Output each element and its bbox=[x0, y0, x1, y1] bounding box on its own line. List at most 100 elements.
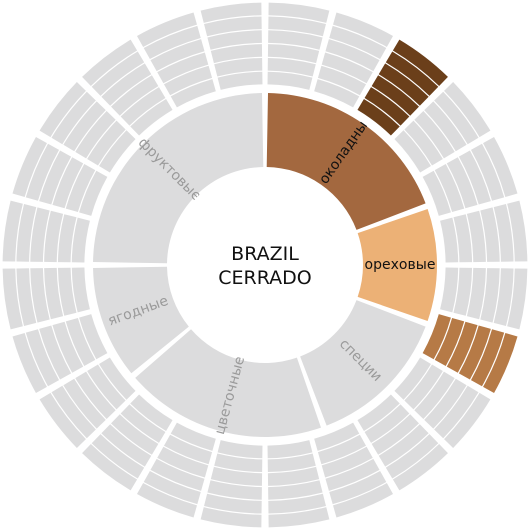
outer-sector[interactable] bbox=[440, 267, 528, 330]
outer-sector-band bbox=[30, 268, 50, 323]
outer-sector-band bbox=[267, 440, 313, 459]
outer-sector[interactable] bbox=[357, 394, 448, 491]
category-segment[interactable]: цветочные bbox=[135, 329, 321, 438]
outer-sector-band bbox=[39, 325, 72, 380]
outer-sector-band bbox=[333, 483, 394, 518]
outer-sector[interactable] bbox=[82, 394, 173, 491]
outer-sector[interactable] bbox=[357, 39, 448, 136]
outer-sector-band bbox=[414, 371, 455, 419]
outer-sector[interactable] bbox=[200, 440, 263, 528]
outer-sector-band bbox=[204, 16, 262, 37]
outer-sector-band bbox=[163, 65, 213, 96]
outer-sector-band bbox=[317, 65, 367, 96]
center-hub: BRAZIL CERRADO bbox=[169, 169, 361, 361]
outer-sector-band bbox=[371, 75, 419, 116]
outer-sector[interactable] bbox=[136, 422, 216, 518]
center-title-line2: CERRADO bbox=[218, 267, 312, 289]
outer-sector-band bbox=[82, 39, 138, 86]
outer-sector-band bbox=[480, 207, 500, 262]
outer-sector-band bbox=[483, 333, 518, 394]
category-segment-fill bbox=[300, 300, 426, 426]
center-title-line1: BRAZIL bbox=[231, 243, 299, 265]
outer-sector-band bbox=[314, 79, 360, 108]
outer-sector-band bbox=[12, 136, 47, 197]
outer-sector-band bbox=[483, 136, 518, 197]
outer-sector-band bbox=[136, 483, 197, 518]
category-segment[interactable]: специи bbox=[300, 300, 426, 426]
outer-sector-band bbox=[39, 392, 86, 448]
outer-sector-band bbox=[130, 99, 173, 136]
outer-sector-band bbox=[404, 364, 443, 410]
outer-sector-band bbox=[470, 329, 505, 387]
outer-sector-band bbox=[267, 57, 316, 77]
outer-sector-band bbox=[453, 214, 473, 263]
outer-sector-band bbox=[39, 150, 72, 205]
outer-sector-band bbox=[150, 458, 205, 491]
outer-sector-band bbox=[163, 434, 213, 465]
category-segment[interactable]: ореховые bbox=[357, 209, 438, 321]
outer-sector-band bbox=[422, 314, 451, 360]
outer-sector[interactable] bbox=[12, 136, 108, 216]
outer-sector-band bbox=[130, 394, 173, 431]
outer-sector-band bbox=[143, 25, 201, 60]
outer-sector-band bbox=[2, 268, 23, 330]
outer-sector-band bbox=[466, 210, 486, 263]
category-segment[interactable]: ягодные bbox=[93, 266, 189, 374]
outer-sector-band bbox=[16, 204, 37, 262]
outer-sector-band bbox=[364, 404, 410, 443]
outer-sector-band bbox=[364, 87, 410, 126]
outer-sector[interactable] bbox=[136, 12, 216, 108]
outer-sector[interactable] bbox=[2, 200, 90, 263]
outer-sector[interactable] bbox=[440, 200, 528, 263]
outer-sector-band bbox=[63, 378, 106, 429]
outer-sector[interactable] bbox=[267, 440, 330, 528]
outer-sector-band bbox=[321, 52, 373, 84]
outer-sector-band bbox=[422, 170, 451, 216]
outer-sector-band bbox=[87, 364, 126, 410]
outer-sector[interactable] bbox=[39, 82, 136, 173]
outer-sector-band bbox=[378, 63, 429, 106]
outer-sector[interactable] bbox=[394, 82, 491, 173]
category-segment[interactable]: фруктовые bbox=[93, 93, 264, 264]
outer-sector[interactable] bbox=[422, 136, 518, 216]
outer-sector-band bbox=[466, 267, 486, 320]
outer-sector-band bbox=[325, 39, 380, 72]
outer-sector-band bbox=[434, 163, 465, 213]
outer-sector-band bbox=[136, 12, 197, 47]
outer-sector-band bbox=[493, 268, 514, 326]
outer-sector[interactable] bbox=[2, 267, 90, 330]
outer-sector-band bbox=[51, 385, 96, 439]
outer-sector[interactable] bbox=[200, 2, 263, 90]
outer-sector-band bbox=[200, 2, 262, 23]
outer-sector-band bbox=[51, 91, 96, 145]
outer-sector[interactable] bbox=[39, 357, 136, 448]
outer-sector-band bbox=[317, 434, 367, 465]
outer-sector-band bbox=[157, 446, 209, 478]
category-segment-fill bbox=[266, 93, 426, 230]
outer-sector[interactable] bbox=[12, 314, 108, 394]
outer-sector[interactable] bbox=[267, 2, 330, 90]
outer-sector[interactable] bbox=[314, 12, 394, 108]
outer-sector-band bbox=[444, 82, 491, 138]
outer-sector-band bbox=[493, 204, 514, 262]
outer-sector-band bbox=[71, 217, 90, 263]
outer-sector[interactable] bbox=[314, 422, 394, 518]
outer-sector-band bbox=[267, 466, 320, 486]
outer-sector-band bbox=[65, 317, 96, 367]
category-label: ореховые bbox=[365, 257, 436, 273]
outer-sector-band bbox=[210, 44, 263, 64]
outer-sector-band bbox=[207, 30, 262, 50]
category-segment-fill bbox=[357, 209, 438, 321]
outer-sector-band bbox=[453, 267, 473, 316]
outer-sector-band bbox=[424, 101, 467, 152]
outer-sector-band bbox=[392, 39, 448, 86]
outer-sector-band bbox=[57, 214, 77, 263]
outer-sector-band bbox=[79, 170, 108, 216]
outer-sector[interactable] bbox=[82, 39, 173, 136]
outer-sector[interactable] bbox=[394, 357, 491, 448]
outer-sector[interactable] bbox=[422, 314, 518, 394]
category-segment-fill bbox=[93, 93, 264, 264]
outer-sector-band bbox=[44, 267, 64, 320]
outer-sector-band bbox=[394, 357, 431, 400]
outer-sector-band bbox=[333, 12, 394, 47]
